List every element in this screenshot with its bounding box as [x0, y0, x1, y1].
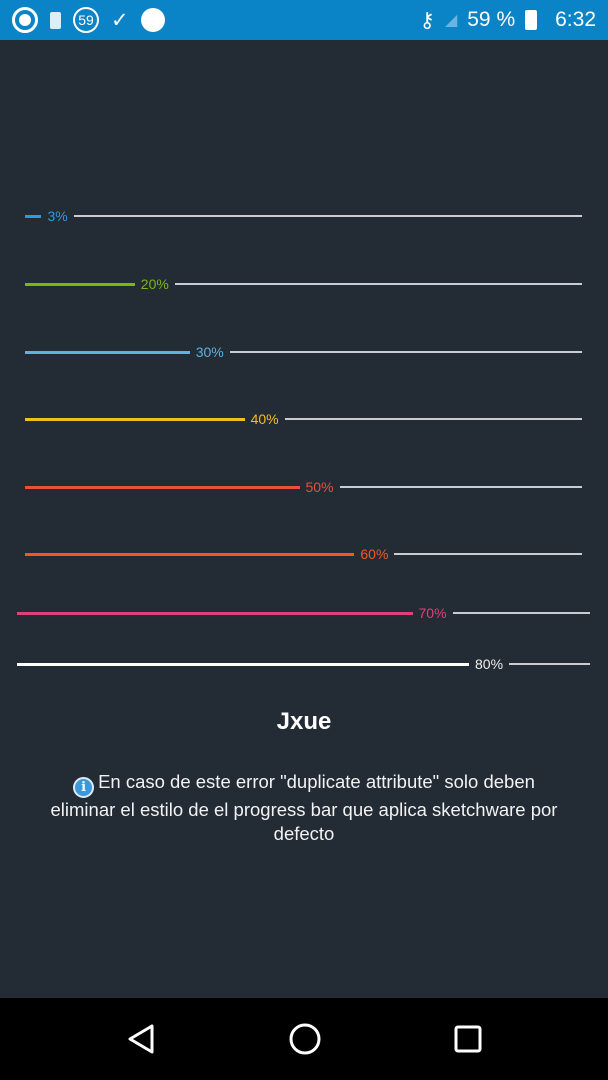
- navigation-bar: [0, 998, 608, 1080]
- progress-fill: [25, 350, 190, 354]
- progress-fill: [25, 214, 42, 218]
- app-title: Jxue: [276, 708, 332, 735]
- progress-fill: [17, 662, 469, 666]
- progress-label: 20%: [140, 276, 169, 292]
- progress-label: 60%: [360, 546, 389, 562]
- progress-track: [452, 612, 590, 614]
- progress-fill: [25, 485, 300, 489]
- progress-track: [229, 351, 582, 353]
- sync-icon: [12, 7, 38, 33]
- battery-charging-icon: [525, 10, 538, 30]
- progress-label: 30%: [195, 344, 224, 360]
- progress-label: 80%: [475, 656, 504, 672]
- notification-count-icon: 59: [73, 7, 99, 33]
- no-signal-icon: ◢: [444, 12, 458, 29]
- progress-track: [394, 553, 582, 555]
- progress-fill: [17, 611, 413, 615]
- progress-bar-20-percent: 20%: [25, 276, 582, 292]
- progress-track: [339, 486, 582, 488]
- progress-bar-60-percent: 60%: [25, 546, 582, 562]
- main-content: Jxue i En caso de este error "duplicate a…: [0, 40, 608, 998]
- progress-track: [174, 283, 582, 285]
- status-bar: 59 ✓ ⚷ ◢ 59 % 6:32: [0, 0, 608, 40]
- progress-track: [73, 215, 582, 217]
- progress-fill: [25, 417, 245, 421]
- progress-fill: [25, 552, 355, 556]
- battery-percent: 59 %: [467, 8, 516, 31]
- progress-bar-70-percent: 70%: [17, 605, 590, 621]
- progress-bar-80-percent: 80%: [17, 656, 590, 672]
- info-icon: i: [73, 777, 95, 798]
- progress-bar-50-percent: 50%: [25, 479, 582, 495]
- battery-alert-icon: [50, 11, 61, 29]
- progress-bar-40-percent: 40%: [25, 411, 582, 427]
- progress-bar-30-percent: 30%: [25, 344, 582, 360]
- info-note: i En caso de este error "duplicate attrib…: [40, 770, 568, 846]
- circle-icon: [140, 8, 165, 32]
- back-icon[interactable]: [124, 1022, 158, 1056]
- home-icon[interactable]: [287, 1021, 323, 1057]
- progress-label: 70%: [418, 605, 447, 621]
- progress-label: 3%: [47, 208, 68, 224]
- progress-track: [284, 418, 582, 420]
- recents-icon[interactable]: [452, 1023, 484, 1055]
- progress-fill: [25, 282, 135, 286]
- check-icon: ✓: [111, 8, 129, 32]
- clock: 6:32: [555, 8, 596, 31]
- progress-track: [509, 663, 590, 665]
- progress-label: 50%: [305, 479, 334, 495]
- key-icon: ⚷: [419, 8, 435, 32]
- progress-label: 40%: [250, 411, 279, 427]
- info-note-text: En caso de este error "duplicate attribu…: [50, 771, 558, 844]
- progress-bar-3-percent: 3%: [25, 208, 582, 224]
